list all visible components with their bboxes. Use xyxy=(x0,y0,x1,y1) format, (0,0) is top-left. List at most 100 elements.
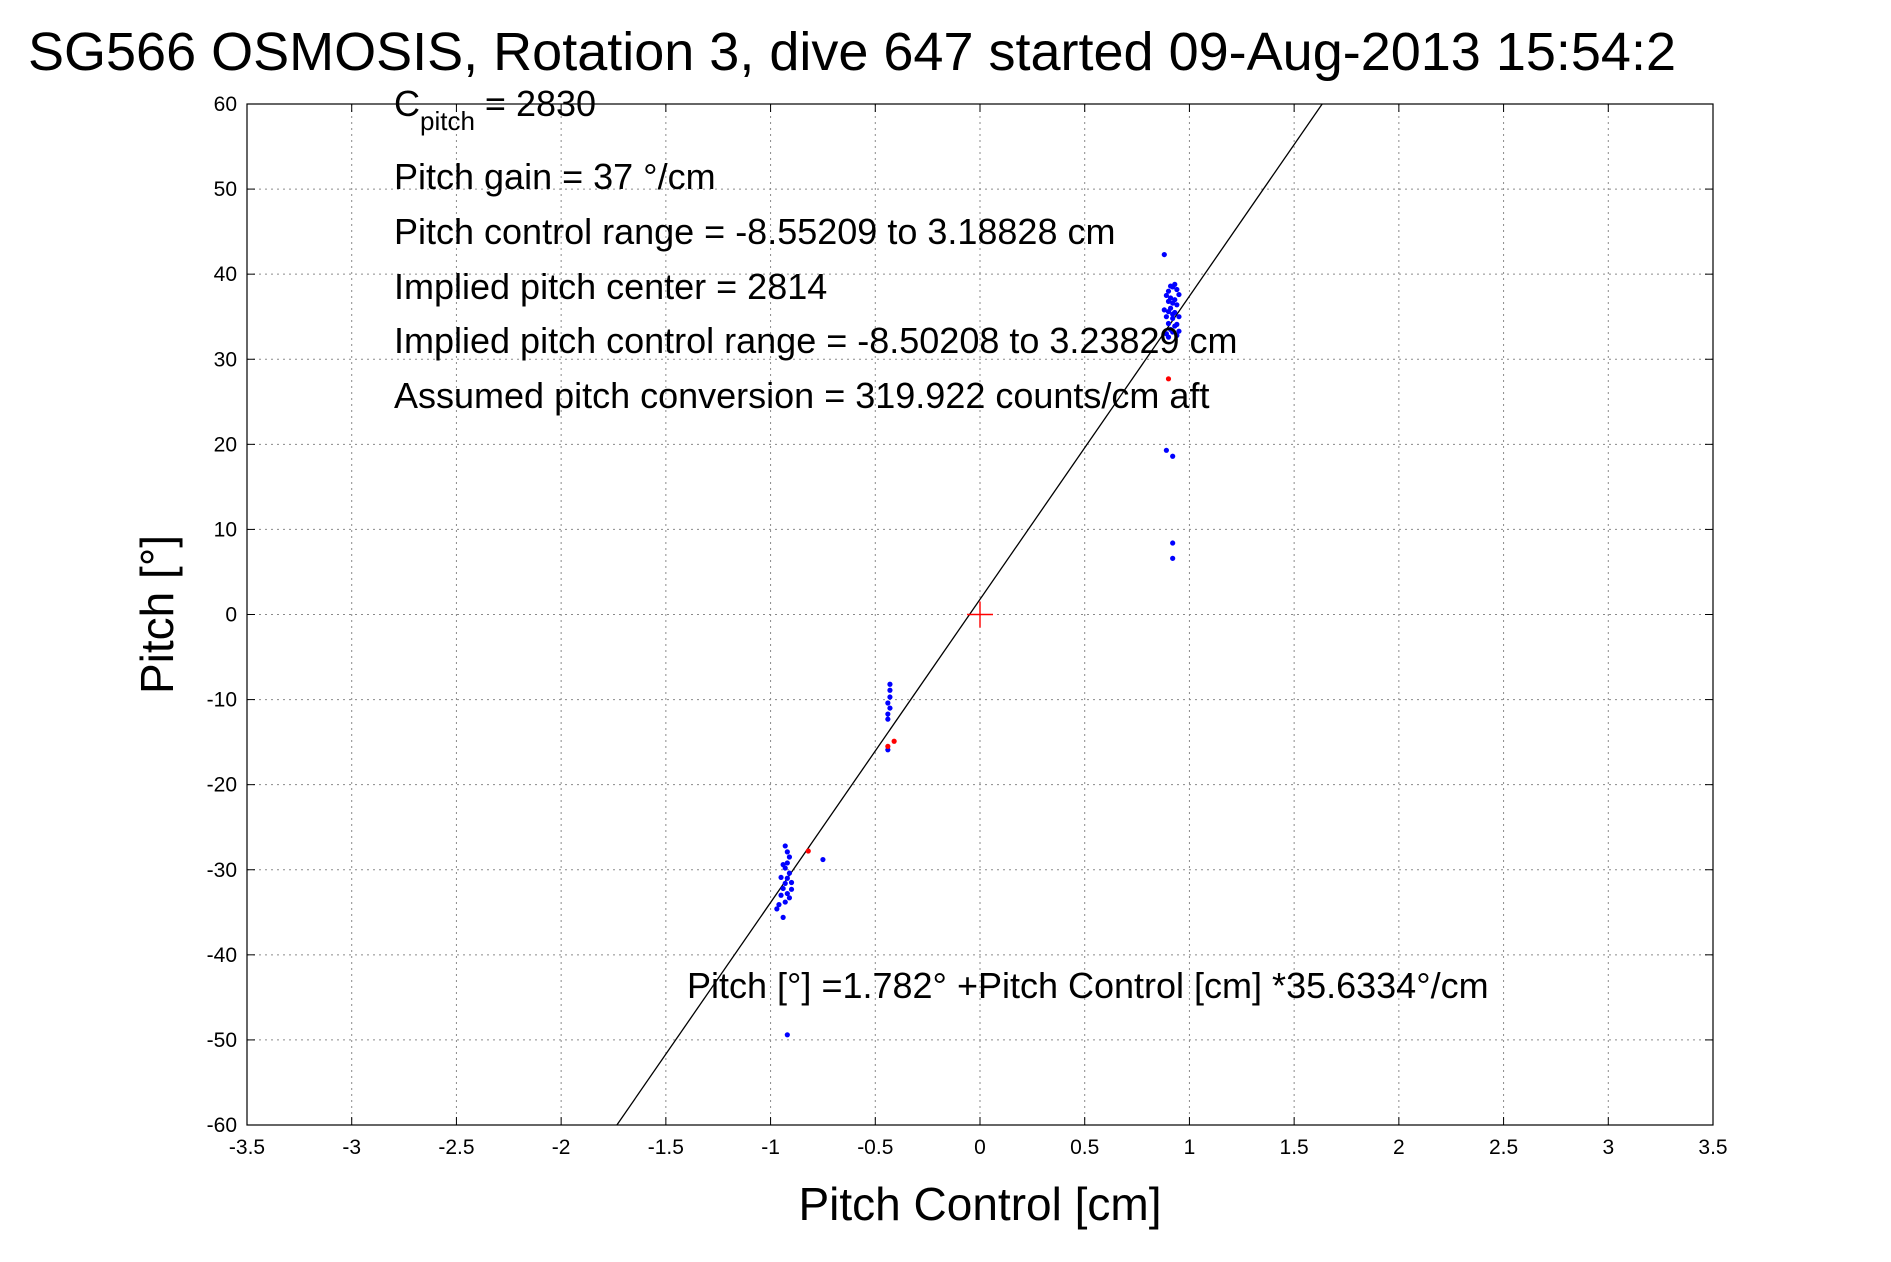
data-point xyxy=(887,705,893,711)
data-point xyxy=(885,700,891,706)
data-point xyxy=(820,856,826,863)
data-point xyxy=(774,906,780,912)
annotation-line: Implied pitch center = 2814 xyxy=(394,266,827,307)
data-point xyxy=(780,914,786,920)
data-point xyxy=(776,902,782,908)
data-point xyxy=(1163,447,1169,453)
annotation-line: Pitch gain = 37 °/cm xyxy=(394,156,716,197)
x-tick-label: 0.5 xyxy=(1070,1136,1099,1159)
data-point xyxy=(784,860,790,866)
data-point xyxy=(782,899,788,905)
x-tick-label: -3 xyxy=(342,1136,361,1159)
annotation-cpitch: Cpitch = 2830 xyxy=(394,83,596,136)
y-tick-label: 40 xyxy=(214,263,237,286)
data-point xyxy=(1167,295,1174,301)
x-tick-label: -1 xyxy=(761,1136,780,1159)
y-tick-label: 0 xyxy=(225,604,237,627)
y-tick-label: -40 xyxy=(207,944,237,967)
data-point xyxy=(1172,281,1178,287)
data-point xyxy=(1170,315,1176,322)
data-point xyxy=(1165,320,1172,327)
cpitch-symbol: C xyxy=(394,83,420,124)
data-point xyxy=(1176,314,1182,320)
data-point xyxy=(784,1032,790,1038)
data-point xyxy=(1167,283,1174,289)
data-point xyxy=(805,848,811,854)
y-tick-label: -30 xyxy=(207,859,237,882)
data-point xyxy=(778,874,784,881)
data-point xyxy=(786,870,793,876)
x-tick-label: -1.5 xyxy=(648,1136,684,1159)
y-tick-label: 30 xyxy=(214,348,237,371)
x-tick-label: 3 xyxy=(1602,1136,1614,1159)
data-point xyxy=(1176,291,1182,298)
x-tick-label: 2 xyxy=(1393,1136,1405,1159)
data-point xyxy=(1161,307,1167,313)
data-point xyxy=(784,875,790,881)
data-point xyxy=(885,716,891,722)
annotation-block: Cpitch = 2830 Pitch gain = 37 °/cm Pitch … xyxy=(394,83,1238,416)
data-point xyxy=(887,694,893,700)
cpitch-subscript: pitch xyxy=(420,106,475,136)
data-point xyxy=(1163,314,1169,320)
data-point xyxy=(1170,311,1176,317)
x-tick-label: -3.5 xyxy=(229,1136,265,1159)
x-axis-label: Pitch Control [cm] xyxy=(799,1178,1162,1230)
x-tick-label: -2 xyxy=(552,1136,571,1159)
data-point xyxy=(1161,251,1167,258)
data-point xyxy=(885,711,891,717)
x-tick-label: -2.5 xyxy=(438,1136,474,1159)
data-point xyxy=(1174,332,1180,339)
data-point xyxy=(1176,328,1182,334)
data-point xyxy=(1170,540,1176,546)
data-point xyxy=(885,743,891,749)
data-point xyxy=(1165,334,1172,340)
data-point xyxy=(780,862,786,868)
data-point xyxy=(1170,329,1176,335)
y-tick-label: 60 xyxy=(214,93,237,116)
x-tick-label: 1.5 xyxy=(1280,1136,1309,1159)
y-tick-label: -60 xyxy=(207,1114,237,1137)
data-point xyxy=(788,886,795,892)
data-point xyxy=(778,892,784,898)
data-point xyxy=(1163,292,1169,299)
data-points xyxy=(774,251,1182,1038)
cpitch-value: = 2830 xyxy=(475,83,596,124)
data-point xyxy=(784,849,790,855)
data-point xyxy=(891,738,897,744)
x-tick-label: 1 xyxy=(1184,1136,1196,1159)
y-tick-label: 10 xyxy=(214,518,237,541)
data-point xyxy=(1165,309,1172,315)
data-point xyxy=(1174,321,1180,327)
x-tick-label: 0 xyxy=(974,1136,986,1159)
y-axis-label: Pitch [°] xyxy=(131,535,183,694)
axis-ticks: -3.5 -3 -2.5 -2 -1.5 -1 -0.5 0 0.5 1 1.5 2 2.5 3 3.5 -6… xyxy=(207,93,1728,1159)
data-point xyxy=(1170,555,1176,561)
y-tick-label: -50 xyxy=(207,1029,237,1052)
data-point xyxy=(1174,286,1180,293)
data-point xyxy=(887,687,893,693)
data-point xyxy=(1170,453,1176,459)
data-point xyxy=(1172,297,1178,303)
data-point xyxy=(1165,288,1172,294)
x-tick-label: 2.5 xyxy=(1489,1136,1518,1159)
y-tick-label: 50 xyxy=(214,178,237,201)
fit-equation: Pitch [°] =1.782° +Pitch Control [cm] *3… xyxy=(687,965,1489,1006)
center-marker-group xyxy=(967,601,993,628)
y-tick-label: -20 xyxy=(207,774,237,797)
data-point xyxy=(780,885,786,892)
annotation-line: Pitch control range = -8.55209 to 3.1882… xyxy=(394,211,1115,252)
x-tick-label: 3.5 xyxy=(1698,1136,1727,1159)
annotation-line: Assumed pitch conversion = 319.922 count… xyxy=(394,375,1209,416)
data-point xyxy=(1174,302,1180,308)
data-point xyxy=(887,681,893,687)
y-tick-label: 20 xyxy=(214,433,237,456)
data-point xyxy=(784,890,790,897)
data-point xyxy=(1165,376,1172,382)
x-tick-label: -0.5 xyxy=(857,1136,893,1159)
data-point xyxy=(786,854,793,860)
y-tick-label: -10 xyxy=(207,689,237,712)
data-point xyxy=(788,879,795,886)
data-point xyxy=(782,843,788,849)
